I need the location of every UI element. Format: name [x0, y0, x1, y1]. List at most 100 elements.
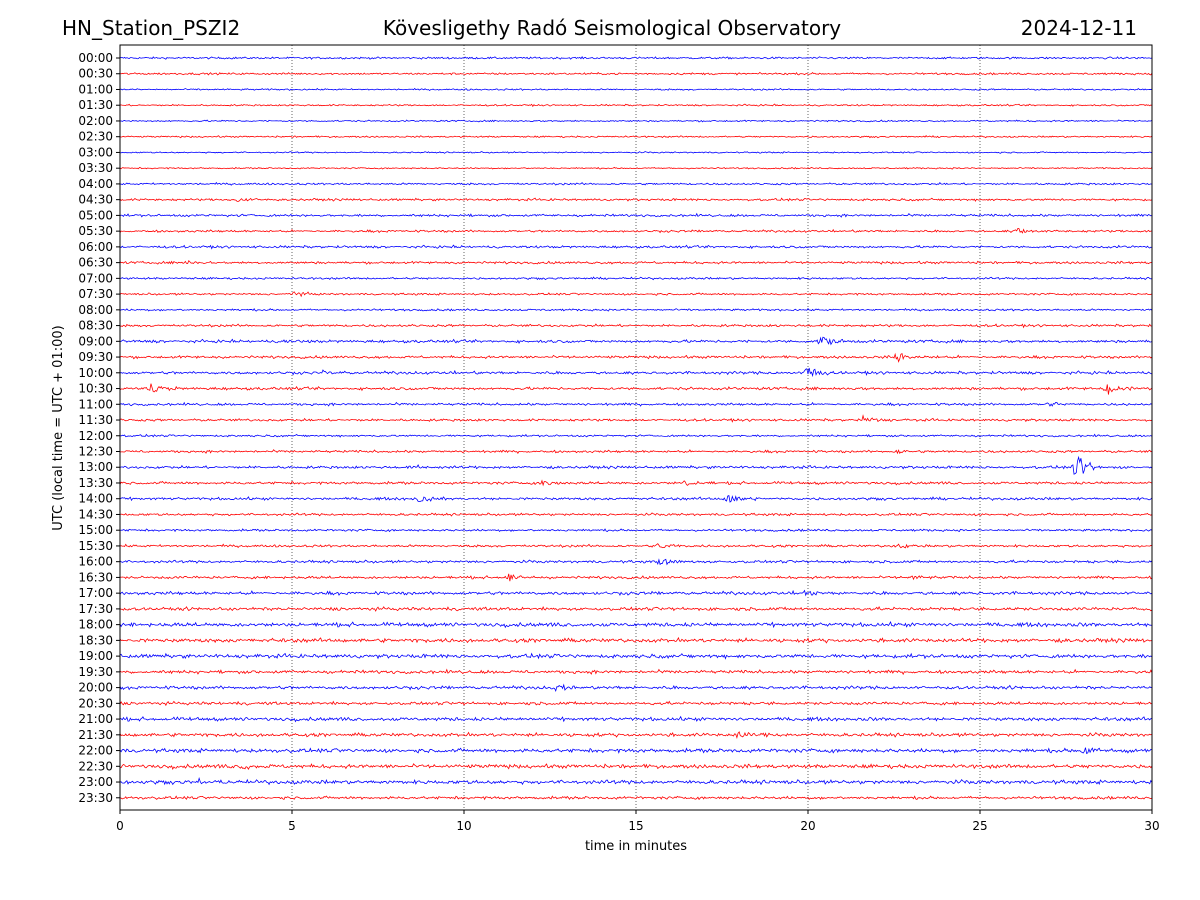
y-tick-label: 22:30	[78, 759, 113, 773]
trace-0800	[119, 307, 1153, 312]
y-tick-label: 20:00	[78, 681, 113, 695]
y-tick-label: 04:30	[78, 193, 113, 207]
y-tick-label: 03:30	[78, 161, 113, 175]
trace-1830	[119, 636, 1153, 644]
trace-2330	[119, 795, 1153, 801]
y-tick-label: 09:30	[78, 350, 113, 364]
trace-1930	[119, 668, 1153, 676]
trace-1100	[119, 401, 1153, 407]
trace-0630	[119, 260, 1153, 265]
x-tick-label: 25	[972, 819, 987, 833]
y-tick-label: 16:30	[78, 570, 113, 584]
trace-0000	[119, 56, 1153, 60]
y-tick-label: 09:00	[78, 334, 113, 348]
x-tick-label: 30	[1144, 819, 1159, 833]
y-tick-label: 18:00	[78, 618, 113, 632]
x-tick-label: 5	[288, 819, 296, 833]
y-tick-label: 02:30	[78, 130, 113, 144]
trace-0830	[119, 323, 1153, 329]
trace-0430	[119, 197, 1153, 202]
y-tick-label: 13:30	[78, 476, 113, 490]
y-tick-label: 03:00	[78, 145, 113, 159]
x-tick-label: 10	[456, 819, 471, 833]
trace-0330	[119, 166, 1153, 170]
y-tick-label: 17:00	[78, 586, 113, 600]
trace-1530	[119, 543, 1153, 549]
trace-2300	[119, 776, 1153, 786]
y-tick-label: 05:30	[78, 224, 113, 238]
trace-1400	[119, 495, 1153, 503]
trace-0030	[119, 71, 1153, 76]
seismic-traces	[119, 56, 1153, 801]
trace-1030	[119, 383, 1153, 395]
y-tick-label: 19:30	[78, 665, 113, 679]
y-tick-label: 16:00	[78, 555, 113, 569]
x-axis-ticks: 0 5 10 15 20 25 30	[116, 810, 1160, 833]
y-tick-label: 01:30	[78, 98, 113, 112]
trace-1330	[119, 479, 1153, 487]
trace-2130	[119, 731, 1153, 740]
trace-0300	[119, 151, 1153, 154]
y-tick-label: 06:30	[78, 256, 113, 270]
y-tick-label: 11:30	[78, 413, 113, 427]
trace-0900	[119, 336, 1153, 346]
y-tick-label: 18:30	[78, 633, 113, 647]
trace-0230	[119, 135, 1153, 139]
trace-1430	[119, 512, 1153, 517]
trace-1230	[119, 449, 1153, 455]
station-title: HN_Station_PSZI2	[62, 16, 240, 40]
trace-2100	[119, 715, 1153, 723]
y-tick-label: 12:00	[78, 429, 113, 443]
trace-1600	[119, 558, 1153, 566]
trace-2200	[119, 747, 1153, 755]
y-tick-label: 21:00	[78, 712, 113, 726]
x-tick-label: 20	[800, 819, 815, 833]
y-tick-label: 00:30	[78, 67, 113, 81]
y-tick-label: 00:00	[78, 51, 113, 65]
y-tick-label: 04:00	[78, 177, 113, 191]
y-tick-label: 19:00	[78, 649, 113, 663]
trace-0930	[119, 352, 1153, 363]
y-tick-label: 21:30	[78, 728, 113, 742]
trace-1900	[119, 652, 1153, 660]
trace-2030	[119, 700, 1153, 707]
trace-1200	[119, 433, 1153, 438]
trace-0730	[119, 291, 1153, 298]
y-tick-label: 14:00	[78, 492, 113, 506]
y-tick-label: 05:00	[78, 208, 113, 222]
date-title: 2024-12-11	[1021, 16, 1137, 40]
trace-1300	[119, 455, 1153, 475]
trace-0530	[119, 227, 1153, 234]
trace-0100	[119, 87, 1153, 92]
y-tick-label: 23:00	[78, 775, 113, 789]
trace-2000	[119, 683, 1153, 693]
plot-frame	[119, 44, 1153, 811]
x-tick-label: 0	[116, 819, 124, 833]
trace-0400	[120, 181, 1153, 186]
y-tick-label: 13:00	[78, 460, 113, 474]
y-tick-label: 10:30	[78, 382, 113, 396]
y-tick-label: 15:30	[78, 539, 113, 553]
y-tick-label: 02:00	[78, 114, 113, 128]
trace-1130	[119, 414, 1153, 423]
y-tick-label: 22:00	[78, 744, 113, 758]
trace-0200	[119, 119, 1153, 123]
trace-1630	[119, 573, 1153, 582]
y-tick-label: 08:00	[78, 303, 113, 317]
y-tick-label: 23:30	[78, 791, 113, 805]
trace-0700	[119, 276, 1152, 281]
trace-2230	[119, 763, 1153, 771]
y-tick-label: 10:00	[78, 366, 113, 380]
y-tick-label: 17:30	[78, 602, 113, 616]
trace-1000	[119, 367, 1153, 378]
trace-0600	[119, 244, 1153, 250]
y-tick-label: 08:30	[78, 319, 113, 333]
y-tick-label: 11:00	[78, 397, 113, 411]
y-tick-label: 12:30	[78, 445, 113, 459]
trace-1700	[119, 589, 1153, 597]
trace-0500	[119, 212, 1153, 218]
x-axis-label: time in minutes	[585, 839, 687, 854]
trace-1500	[119, 528, 1153, 533]
